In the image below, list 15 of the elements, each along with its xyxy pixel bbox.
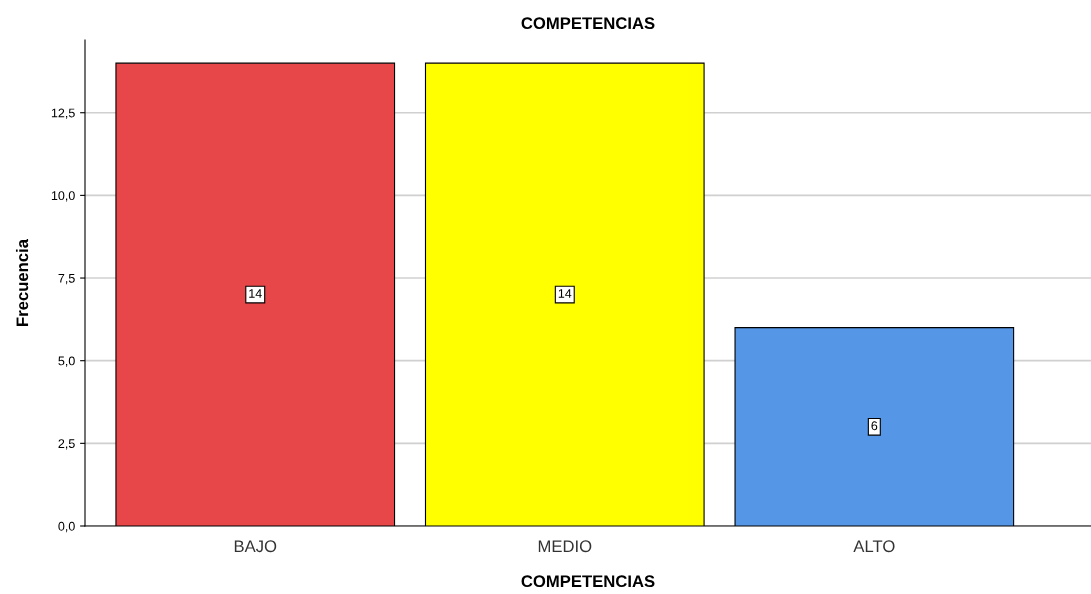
x-tick-label: MEDIO bbox=[538, 540, 592, 553]
data-label: 14 bbox=[558, 289, 572, 298]
y-tick-label: 0,0 bbox=[58, 521, 75, 533]
data-label: 14 bbox=[249, 289, 262, 298]
x-axis-title: COMPETENCIAS bbox=[521, 575, 655, 588]
x-tick-label: ALTO bbox=[853, 540, 895, 553]
x-tick-label: BAJO bbox=[234, 540, 277, 553]
data-label: 6 bbox=[871, 421, 878, 431]
y-tick-label: 2,5 bbox=[58, 439, 75, 450]
y-tick-label: 5,0 bbox=[58, 356, 75, 367]
y-axis-title: Frecuencia bbox=[15, 238, 29, 326]
y-tick-label: 12,5 bbox=[51, 108, 75, 119]
y-tick-label: 10,0 bbox=[51, 191, 75, 202]
chart-title: COMPETENCIAS bbox=[521, 17, 655, 30]
y-tick-label: 7,5 bbox=[58, 273, 75, 285]
